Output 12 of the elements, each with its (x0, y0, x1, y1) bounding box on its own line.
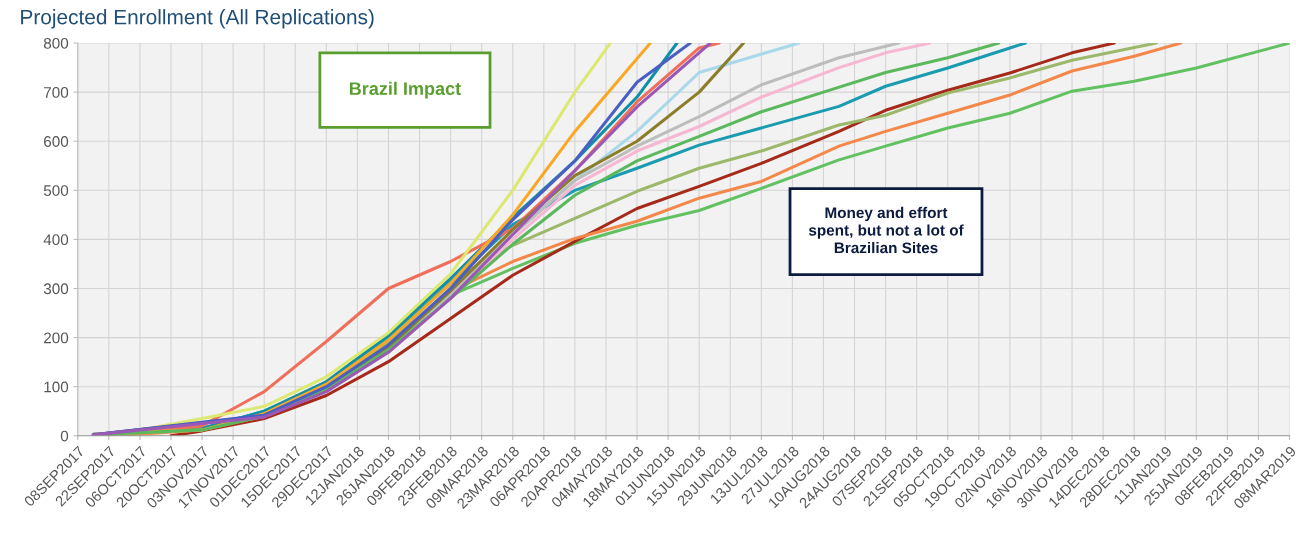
y-tick-label: 700 (44, 87, 69, 98)
y-tick-label: 800 (43, 37, 69, 49)
y-tick-label: 600 (44, 136, 69, 147)
y-tick-label: 100 (44, 381, 69, 393)
y-tick-label: 200 (44, 332, 69, 344)
y-tick-label: 500 (43, 185, 69, 196)
y-tick-label: 400 (43, 234, 69, 246)
y-tick-label: 0 (60, 430, 69, 442)
chart-title: Projected Enrollment (All Replications) (21, 9, 374, 29)
annotation: Money and effort spent, but not a lot of Brazilian Sites (808, 206, 964, 254)
y-tick-label: 300 (43, 283, 69, 295)
annotation: Brazil Impact (349, 81, 461, 99)
